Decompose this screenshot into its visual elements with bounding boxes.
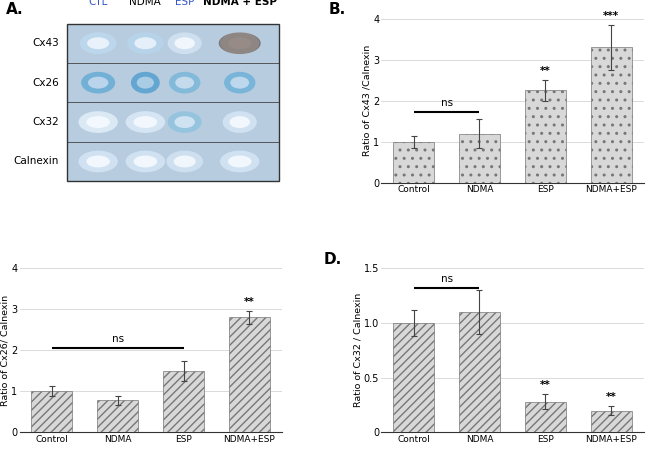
- Bar: [393, 323, 434, 432]
- Ellipse shape: [133, 116, 157, 128]
- Ellipse shape: [229, 116, 250, 128]
- Ellipse shape: [228, 37, 252, 49]
- Text: **: **: [606, 392, 617, 402]
- Bar: [67, 24, 279, 63]
- Ellipse shape: [127, 33, 164, 54]
- Text: **: **: [540, 66, 551, 76]
- Ellipse shape: [125, 151, 165, 173]
- Bar: [229, 318, 270, 432]
- Text: **: **: [244, 297, 255, 307]
- Bar: [98, 400, 138, 432]
- Text: ESP: ESP: [175, 0, 194, 7]
- Ellipse shape: [79, 151, 118, 173]
- Bar: [67, 24, 279, 181]
- Bar: [525, 402, 566, 432]
- Text: Calnexin: Calnexin: [14, 157, 59, 166]
- Ellipse shape: [176, 77, 194, 89]
- Text: ns: ns: [441, 274, 452, 284]
- Ellipse shape: [168, 33, 202, 54]
- Bar: [591, 411, 632, 432]
- Ellipse shape: [133, 155, 157, 167]
- Text: Cx32: Cx32: [32, 117, 59, 127]
- Bar: [31, 392, 72, 432]
- Ellipse shape: [81, 72, 115, 93]
- Text: A.: A.: [6, 2, 24, 17]
- Ellipse shape: [223, 111, 257, 133]
- Bar: [393, 142, 434, 183]
- Bar: [67, 142, 279, 181]
- Text: NDMA + ESP: NDMA + ESP: [203, 0, 277, 7]
- Bar: [591, 47, 632, 183]
- Ellipse shape: [87, 37, 109, 49]
- Text: NDMA: NDMA: [129, 0, 161, 7]
- Text: Cx43: Cx43: [32, 38, 59, 48]
- Ellipse shape: [168, 111, 202, 133]
- Ellipse shape: [174, 155, 196, 167]
- Y-axis label: Ratio of Cx32 / Calnexin: Ratio of Cx32 / Calnexin: [354, 293, 363, 407]
- Ellipse shape: [86, 116, 110, 128]
- Ellipse shape: [135, 37, 157, 49]
- Y-axis label: Ratio of Cx43 /Calnexin: Ratio of Cx43 /Calnexin: [363, 45, 372, 156]
- Ellipse shape: [166, 151, 203, 173]
- Bar: [459, 312, 500, 432]
- Ellipse shape: [169, 72, 200, 93]
- Text: ns: ns: [441, 98, 452, 108]
- Ellipse shape: [174, 116, 195, 128]
- Bar: [163, 371, 204, 432]
- Text: **: **: [540, 380, 551, 390]
- Text: Cx26: Cx26: [32, 78, 59, 87]
- Text: CTL: CTL: [88, 0, 108, 7]
- Ellipse shape: [136, 77, 154, 89]
- Ellipse shape: [220, 33, 259, 54]
- Bar: [459, 133, 500, 183]
- Ellipse shape: [174, 37, 195, 49]
- Ellipse shape: [86, 155, 110, 167]
- Bar: [67, 63, 279, 102]
- Text: B.: B.: [329, 2, 346, 17]
- Ellipse shape: [131, 72, 160, 93]
- Bar: [67, 102, 279, 142]
- Ellipse shape: [219, 33, 261, 54]
- Ellipse shape: [79, 111, 118, 133]
- Ellipse shape: [88, 77, 109, 89]
- Ellipse shape: [80, 33, 116, 54]
- Ellipse shape: [125, 111, 165, 133]
- Ellipse shape: [228, 155, 252, 167]
- Bar: [525, 91, 566, 183]
- Y-axis label: Ratio of Cx26/ Calnexin: Ratio of Cx26/ Calnexin: [1, 295, 10, 406]
- Text: ***: ***: [603, 11, 619, 20]
- Text: ns: ns: [112, 334, 124, 344]
- Text: D.: D.: [324, 252, 342, 267]
- Ellipse shape: [224, 72, 255, 93]
- Ellipse shape: [230, 77, 249, 89]
- Ellipse shape: [220, 151, 259, 173]
